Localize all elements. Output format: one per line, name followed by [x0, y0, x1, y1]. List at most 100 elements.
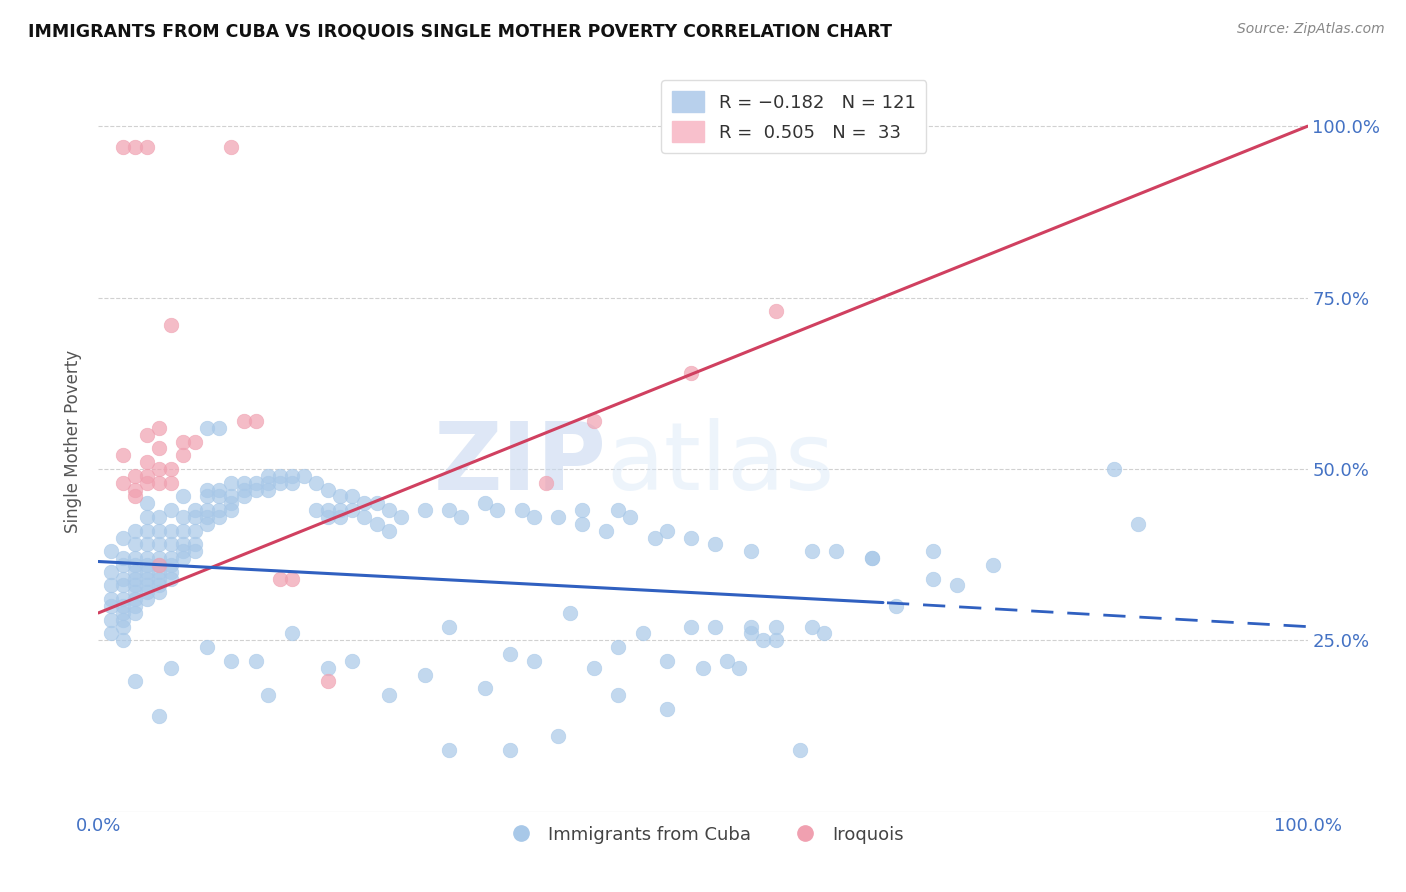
Point: [148, 510, 170, 524]
Point: [124, 572, 146, 586]
Point: [644, 531, 666, 545]
Point: [111, 592, 134, 607]
Point: [474, 496, 496, 510]
Point: [135, 558, 157, 572]
Point: [221, 140, 243, 154]
Point: [111, 578, 134, 592]
Point: [160, 565, 183, 579]
Point: [342, 503, 364, 517]
Point: [124, 674, 146, 689]
Point: [208, 503, 231, 517]
Point: [160, 537, 183, 551]
Point: [100, 626, 122, 640]
Point: [860, 551, 883, 566]
Point: [740, 619, 762, 633]
Point: [111, 613, 134, 627]
Point: [221, 489, 243, 503]
Point: [607, 688, 630, 702]
Point: [765, 304, 787, 318]
Point: [981, 558, 1004, 572]
Point: [789, 743, 811, 757]
Point: [111, 448, 134, 462]
Point: [510, 503, 533, 517]
Point: [124, 585, 146, 599]
Point: [245, 475, 267, 490]
Point: [281, 468, 304, 483]
Point: [124, 483, 146, 497]
Point: [607, 640, 630, 655]
Point: [184, 510, 207, 524]
Point: [256, 483, 278, 497]
Point: [195, 510, 218, 524]
Point: [208, 510, 231, 524]
Point: [172, 448, 194, 462]
Point: [148, 524, 170, 538]
Point: [571, 503, 593, 517]
Point: [366, 516, 388, 531]
Point: [886, 599, 908, 613]
Point: [135, 468, 157, 483]
Point: [135, 551, 157, 566]
Point: [366, 496, 388, 510]
Point: [498, 743, 520, 757]
Point: [111, 140, 134, 154]
Point: [583, 661, 606, 675]
Y-axis label: Single Mother Poverty: Single Mother Poverty: [65, 350, 83, 533]
Point: [534, 475, 557, 490]
Point: [740, 626, 762, 640]
Point: [377, 524, 399, 538]
Point: [148, 572, 170, 586]
Point: [316, 674, 339, 689]
Point: [547, 510, 569, 524]
Point: [558, 606, 581, 620]
Point: [135, 510, 157, 524]
Point: [437, 619, 460, 633]
Point: [281, 475, 304, 490]
Point: [124, 537, 146, 551]
Point: [208, 483, 231, 497]
Point: [160, 462, 183, 476]
Point: [124, 489, 146, 503]
Point: [752, 633, 775, 648]
Point: [221, 654, 243, 668]
Point: [148, 462, 170, 476]
Point: [160, 661, 183, 675]
Point: [437, 743, 460, 757]
Point: [124, 468, 146, 483]
Point: [813, 626, 835, 640]
Point: [111, 633, 134, 648]
Point: [195, 489, 218, 503]
Point: [377, 688, 399, 702]
Point: [135, 524, 157, 538]
Text: Source: ZipAtlas.com: Source: ZipAtlas.com: [1237, 22, 1385, 37]
Point: [148, 585, 170, 599]
Point: [232, 489, 254, 503]
Point: [135, 565, 157, 579]
Point: [184, 544, 207, 558]
Point: [921, 572, 943, 586]
Point: [124, 606, 146, 620]
Point: [679, 531, 702, 545]
Point: [111, 475, 134, 490]
Point: [124, 565, 146, 579]
Point: [195, 483, 218, 497]
Point: [232, 475, 254, 490]
Point: [172, 524, 194, 538]
Point: [523, 654, 546, 668]
Point: [135, 592, 157, 607]
Point: [124, 558, 146, 572]
Point: [583, 414, 606, 428]
Point: [221, 503, 243, 517]
Point: [100, 599, 122, 613]
Point: [148, 558, 170, 572]
Point: [148, 442, 170, 456]
Point: [305, 503, 328, 517]
Point: [269, 475, 291, 490]
Point: [160, 551, 183, 566]
Point: [172, 551, 194, 566]
Text: ZIP: ZIP: [433, 417, 606, 509]
Point: [292, 468, 315, 483]
Point: [111, 551, 134, 566]
Point: [342, 489, 364, 503]
Point: [111, 606, 134, 620]
